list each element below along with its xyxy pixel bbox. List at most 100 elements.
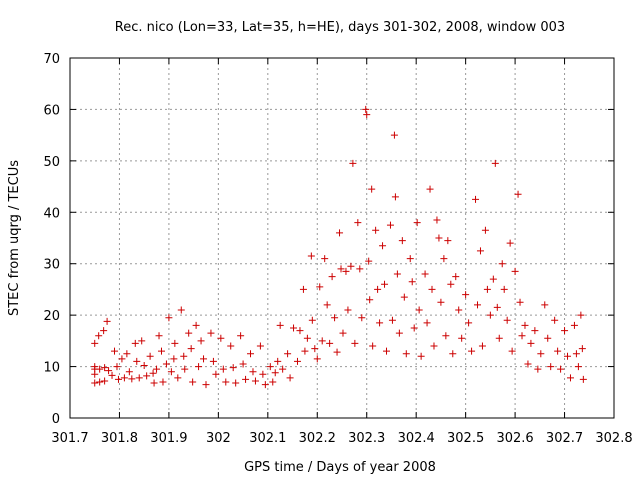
data-point — [452, 273, 460, 281]
data-point — [200, 355, 208, 363]
data-point — [516, 298, 524, 306]
data-point — [572, 350, 580, 358]
data-point — [113, 363, 121, 371]
data-point — [547, 363, 555, 371]
data-point — [372, 226, 380, 234]
data-point — [311, 345, 319, 353]
data-point — [430, 342, 438, 350]
data-point — [468, 347, 476, 355]
data-point — [256, 342, 264, 350]
data-point — [150, 379, 158, 387]
data-point — [495, 334, 503, 342]
data-point — [437, 298, 445, 306]
data-point — [455, 306, 463, 314]
data-point — [574, 363, 582, 371]
data-point — [491, 159, 499, 167]
data-point — [174, 374, 182, 382]
data-point — [202, 381, 210, 389]
x-tick-label: 302.3 — [348, 431, 385, 446]
data-point — [180, 352, 188, 360]
data-point — [417, 352, 425, 360]
data-point — [313, 355, 321, 363]
data-point — [388, 316, 396, 324]
data-point — [390, 131, 398, 139]
y-axis-label: STEC from uqrg / TECUs — [7, 160, 22, 316]
x-tick-label: 302.8 — [595, 431, 632, 446]
data-point — [197, 337, 205, 345]
data-point — [354, 219, 362, 227]
data-point — [95, 332, 103, 340]
data-point — [374, 285, 382, 293]
data-point — [229, 364, 237, 372]
data-point — [337, 265, 345, 273]
y-tick-label: 30 — [43, 258, 60, 273]
data-point — [91, 379, 99, 387]
data-point — [423, 319, 431, 327]
data-point — [105, 367, 113, 375]
x-axis-label: GPS time / Days of year 2008 — [244, 460, 436, 475]
data-point — [271, 369, 279, 377]
data-point — [274, 357, 282, 365]
data-point — [503, 316, 511, 324]
data-point — [578, 345, 586, 353]
data-point — [521, 321, 529, 329]
data-point — [410, 324, 418, 332]
data-point — [195, 363, 203, 371]
y-tick-label: 0 — [52, 412, 60, 427]
data-point — [100, 327, 108, 335]
data-point — [276, 321, 284, 329]
data-point — [328, 273, 336, 281]
plot-frame — [69, 57, 615, 419]
data-point — [162, 360, 170, 368]
y-tick-label: 60 — [43, 103, 60, 118]
data-point — [159, 378, 167, 386]
data-point — [518, 332, 526, 340]
data-point — [96, 365, 104, 373]
data-point — [247, 350, 255, 358]
data-point — [579, 375, 587, 383]
data-point — [577, 311, 585, 319]
y-tick-label: 70 — [43, 52, 60, 67]
data-point — [171, 339, 179, 347]
data-point — [279, 365, 287, 373]
y-tick-label: 50 — [43, 155, 60, 170]
data-point — [187, 345, 195, 353]
data-point — [561, 327, 569, 335]
data-point — [486, 311, 494, 319]
data-point — [351, 339, 359, 347]
data-point — [362, 105, 370, 113]
y-tick-label: 10 — [43, 361, 60, 376]
data-point — [143, 372, 151, 380]
data-point — [444, 237, 452, 245]
data-point — [395, 329, 403, 337]
data-point — [118, 355, 126, 363]
data-point — [493, 303, 501, 311]
data-point — [103, 317, 111, 325]
data-point — [400, 293, 408, 301]
data-point — [356, 265, 364, 273]
data-point — [564, 352, 572, 360]
data-point — [286, 374, 294, 382]
data-point — [481, 226, 489, 234]
data-point — [551, 316, 559, 324]
data-point — [299, 285, 307, 293]
data-point — [415, 306, 423, 314]
data-point — [363, 111, 371, 119]
data-point — [531, 327, 539, 335]
data-point — [534, 365, 542, 373]
data-point — [398, 237, 406, 245]
data-point — [421, 270, 429, 278]
y-tick-label: 20 — [43, 309, 60, 324]
x-tick-label: 302.2 — [299, 431, 336, 446]
x-tick-label: 302.1 — [249, 431, 286, 446]
data-point — [369, 342, 377, 350]
data-point — [440, 255, 448, 263]
data-point — [301, 347, 309, 355]
data-point — [511, 267, 519, 275]
data-point — [261, 381, 269, 389]
data-point — [381, 280, 389, 288]
data-point — [483, 285, 491, 293]
data-point — [537, 350, 545, 358]
chart-title: Rec. nico (Lon=33, Lat=35, h=HE), days 3… — [115, 20, 565, 35]
